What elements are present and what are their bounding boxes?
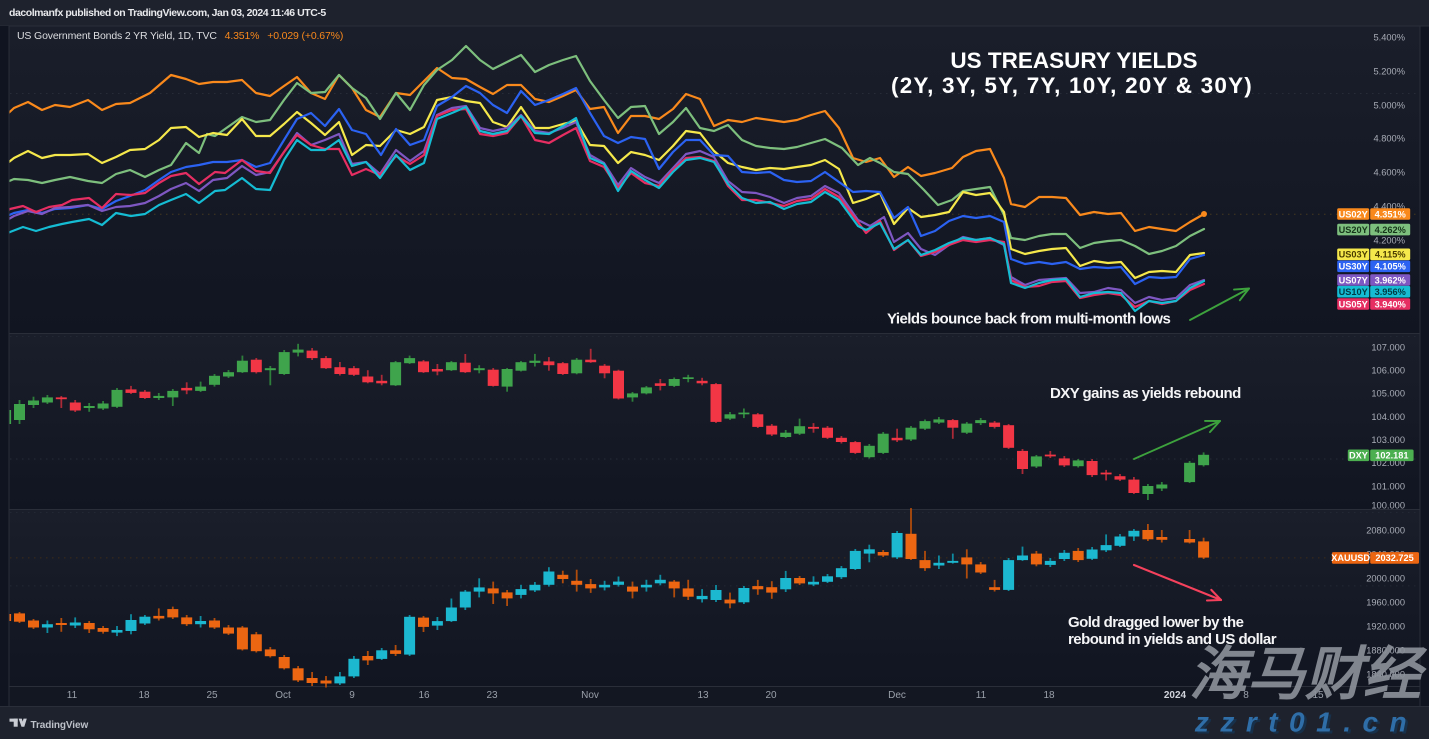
svg-text:16: 16	[418, 690, 430, 701]
svg-text:Gold dragged lower by the: Gold dragged lower by the	[1068, 614, 1244, 631]
svg-text:102.000: 102.000	[1371, 458, 1405, 468]
svg-text:4.600%: 4.600%	[1373, 168, 1405, 178]
svg-text:106.000: 106.000	[1371, 365, 1405, 375]
svg-text:8: 8	[1243, 690, 1249, 701]
svg-text:18: 18	[138, 690, 150, 701]
svg-text:US02Y: US02Y	[1339, 209, 1368, 219]
svg-text:18: 18	[1043, 690, 1055, 701]
svg-text:zzrt01.cn: zzrt01.cn	[1196, 709, 1420, 739]
svg-text:1920.000: 1920.000	[1366, 621, 1405, 631]
svg-text:3.956%: 3.956%	[1375, 287, 1406, 297]
svg-text:2024: 2024	[1164, 690, 1187, 701]
svg-text:US10Y: US10Y	[1339, 287, 1368, 297]
svg-text:4.400%: 4.400%	[1373, 202, 1405, 212]
svg-text:zzrt01.cn: zzrt01.cn	[1194, 707, 1418, 738]
svg-text:US20Y: US20Y	[1339, 225, 1368, 235]
svg-text:DXY gains as yields rebound: DXY gains as yields rebound	[1050, 385, 1241, 402]
svg-text:2080.000: 2080.000	[1366, 525, 1405, 535]
svg-text:3.962%: 3.962%	[1375, 275, 1406, 285]
svg-text:4.105%: 4.105%	[1375, 262, 1406, 272]
svg-text:dacolmanfx published on Tradin: dacolmanfx published on TradingView.com,…	[9, 7, 326, 19]
svg-text:104.000: 104.000	[1371, 412, 1405, 422]
svg-text:15: 15	[1312, 690, 1324, 701]
svg-text:20: 20	[765, 690, 777, 701]
svg-text:US TREASURY YIELDS: US TREASURY YIELDS	[950, 48, 1197, 73]
svg-text:107.000: 107.000	[1371, 342, 1405, 352]
svg-text:XAUUSD: XAUUSD	[1331, 553, 1370, 563]
svg-text:25: 25	[206, 690, 218, 701]
svg-text:(2Y, 3Y, 5Y, 7Y, 10Y, 20Y & 30: (2Y, 3Y, 5Y, 7Y, 10Y, 20Y & 30Y)	[891, 73, 1253, 98]
svg-text:13: 13	[697, 690, 709, 701]
svg-text:3.940%: 3.940%	[1375, 299, 1406, 309]
svg-text:105.000: 105.000	[1371, 389, 1405, 399]
svg-text:US Government Bonds 2 YR Yield: US Government Bonds 2 YR Yield, 1D, TVC …	[17, 30, 343, 42]
svg-text:1840.000: 1840.000	[1366, 669, 1405, 679]
svg-text:Nov: Nov	[581, 690, 599, 701]
svg-text:Oct: Oct	[275, 690, 291, 701]
svg-text:1880.000: 1880.000	[1366, 645, 1405, 655]
svg-text:11: 11	[67, 690, 78, 701]
svg-text:US05Y: US05Y	[1339, 299, 1368, 309]
svg-text:5.200%: 5.200%	[1373, 66, 1405, 76]
svg-text:5.400%: 5.400%	[1373, 32, 1405, 42]
svg-text:DXY: DXY	[1349, 451, 1368, 461]
svg-text:23: 23	[486, 690, 498, 701]
svg-text:US30Y: US30Y	[1339, 262, 1368, 272]
svg-text:2000.000: 2000.000	[1366, 573, 1405, 583]
svg-text:TradingView: TradingView	[31, 720, 89, 731]
svg-text:rebound in yields and US dolla: rebound in yields and US dollar	[1068, 631, 1277, 648]
svg-text:4.800%: 4.800%	[1373, 134, 1405, 144]
svg-text:11: 11	[976, 690, 987, 701]
svg-text:1960.000: 1960.000	[1366, 597, 1405, 607]
svg-text:5.000%: 5.000%	[1373, 100, 1405, 110]
svg-text:4.262%: 4.262%	[1375, 225, 1406, 235]
svg-text:4.351%: 4.351%	[1375, 209, 1406, 219]
svg-text:102.181: 102.181	[1375, 451, 1408, 461]
svg-text:Yields bounce back from multi-: Yields bounce back from multi-month lows	[887, 311, 1171, 328]
svg-text:海马财经: 海马财经	[1189, 642, 1428, 707]
svg-text:4.200%: 4.200%	[1373, 236, 1405, 246]
svg-text:US03Y: US03Y	[1339, 250, 1368, 260]
svg-text:100.000: 100.000	[1371, 500, 1405, 510]
svg-text:103.000: 103.000	[1371, 435, 1405, 445]
svg-text:101.000: 101.000	[1371, 481, 1405, 491]
svg-text:9: 9	[349, 690, 355, 701]
svg-text:Dec: Dec	[888, 690, 906, 701]
svg-text:4.115%: 4.115%	[1375, 250, 1406, 260]
svg-text:2032.725: 2032.725	[1375, 553, 1413, 563]
svg-text:US07Y: US07Y	[1339, 275, 1368, 285]
